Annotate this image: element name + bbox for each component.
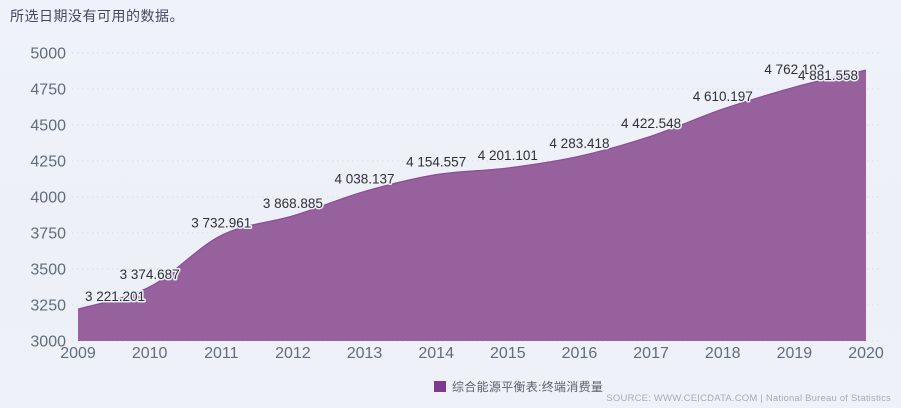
x-tick-label: 2019 xyxy=(777,345,813,362)
value-label: 3 868.885 xyxy=(263,196,323,211)
y-tick-label: 3750 xyxy=(30,226,66,243)
y-tick-label: 3250 xyxy=(30,298,66,315)
value-label: 3 221.201 xyxy=(85,289,145,304)
no-data-message: 所选日期没有可用的数据。 xyxy=(10,8,184,24)
value-label: 4 610.197 xyxy=(693,89,753,104)
x-tick-label: 2009 xyxy=(60,345,96,362)
source-attribution: SOURCE: WWW.CEICDATA.COM | National Bure… xyxy=(606,393,891,404)
value-label: 4 154.557 xyxy=(406,155,466,170)
value-label: 3 374.687 xyxy=(120,267,180,282)
y-tick-label: 3500 xyxy=(30,262,66,279)
area-series-edge xyxy=(77,69,867,310)
y-tick-label: 5000 xyxy=(30,46,66,63)
value-label: 4 881.558 xyxy=(798,68,858,83)
x-tick-label: 2018 xyxy=(705,345,741,362)
x-tick-label: 2017 xyxy=(633,345,669,362)
x-tick-label: 2010 xyxy=(132,345,168,362)
y-tick-label: 4000 xyxy=(30,190,66,207)
chart-legend[interactable]: 综合能源平衡表:终端消费量 xyxy=(434,378,603,395)
y-tick-label: 3000 xyxy=(30,334,66,351)
y-tick-label: 4500 xyxy=(30,118,66,135)
x-tick-label: 2016 xyxy=(562,345,598,362)
value-label: 4 038.137 xyxy=(335,172,395,187)
x-tick-label: 2012 xyxy=(275,345,311,362)
x-tick-label: 2015 xyxy=(490,345,526,362)
value-label: 3 732.961 xyxy=(191,215,251,230)
area-series[interactable] xyxy=(78,70,866,341)
value-label: 4 762.193 xyxy=(764,62,824,77)
legend-swatch-icon xyxy=(434,381,446,392)
value-label: 4 201.101 xyxy=(478,148,538,163)
x-tick-label: 2013 xyxy=(347,345,383,362)
value-label: 4 422.548 xyxy=(621,116,681,131)
legend-label: 综合能源平衡表:终端消费量 xyxy=(452,380,604,394)
y-tick-label: 4750 xyxy=(30,82,66,99)
x-tick-label: 2014 xyxy=(418,345,454,362)
y-tick-label: 4250 xyxy=(30,154,66,171)
x-tick-label: 2011 xyxy=(204,345,239,362)
x-tick-label: 2020 xyxy=(848,345,884,362)
value-label: 4 283.418 xyxy=(549,136,609,151)
